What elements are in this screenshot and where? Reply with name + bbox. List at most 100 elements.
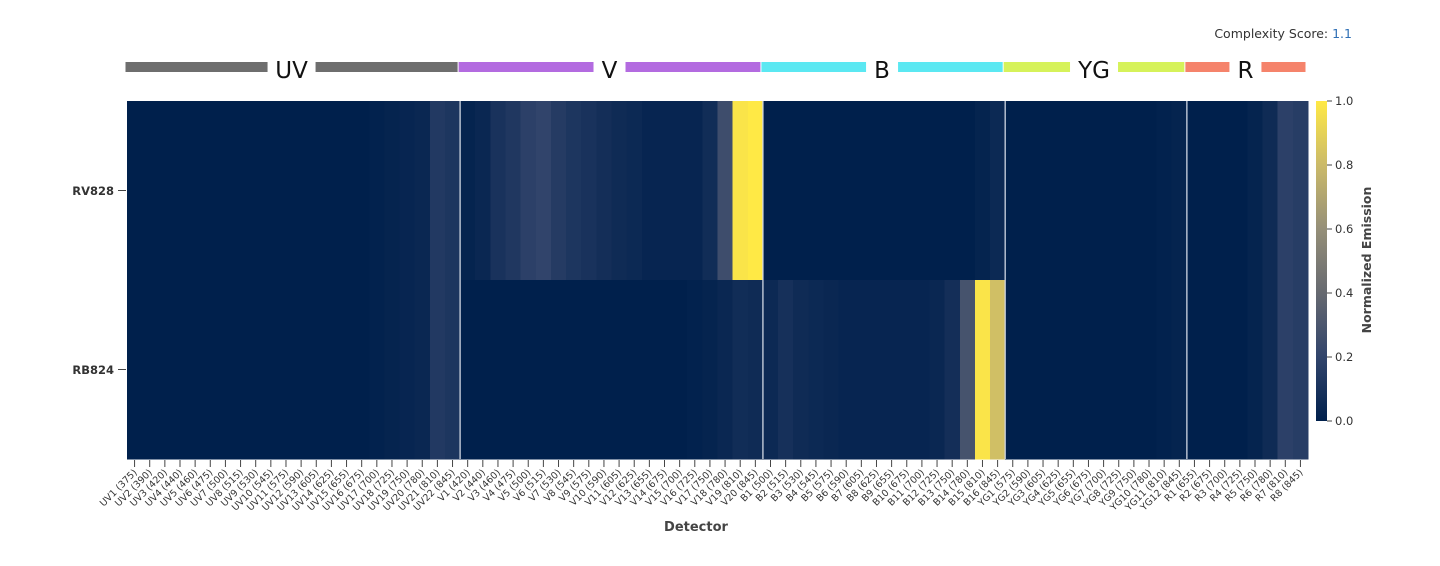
heatmap-cell-rb824-yg8-725 — [1111, 280, 1127, 460]
heatmap-cell-rb824-b14-780 — [959, 280, 976, 460]
heatmap-cell-rv828-yg6-675 — [1080, 101, 1097, 281]
heatmap-cell-rv828-uv7-500 — [217, 101, 234, 281]
heatmap-cell-rb824-yg5-655 — [1065, 280, 1082, 460]
heatmap-cell-rb824-v9-575 — [581, 280, 597, 460]
heatmap-cell-rb824-v12-625 — [626, 280, 643, 460]
heatmap-cell-rv828-yg12-845 — [1171, 101, 1188, 281]
heatmap-cell-rv828-uv12-590 — [293, 101, 310, 281]
heatmap-cell-rv828-yg7-700 — [1096, 101, 1112, 281]
heatmap-cell-rb824-v14-675 — [656, 280, 673, 460]
group-bar-yg-left — [1003, 62, 1071, 72]
heatmap-cell-rv828-uv22-845 — [444, 101, 461, 281]
heatmap-cell-rb824-yg12-845 — [1171, 280, 1188, 460]
heatmap-cell-rv828-uv2-390 — [142, 101, 158, 281]
heatmap-cell-rb824-uv2-390 — [142, 280, 158, 460]
heatmap-cell-rb824-yg10-780 — [1141, 280, 1158, 460]
heatmap-cell-rv828-v4-475 — [505, 101, 522, 281]
heatmap-cell-rb824-r7-810 — [1277, 280, 1294, 460]
heatmap-cell-rb824-uv1-375 — [127, 280, 143, 460]
heatmap-cell-rv828-b6-590 — [838, 101, 855, 281]
heatmap-cell-rb824-uv5-460 — [187, 280, 204, 460]
heatmap-cell-rv828-uv20-780 — [414, 101, 431, 281]
heatmap-cell-rv828-r6-780 — [1262, 101, 1279, 281]
heatmap-cell-rb824-b9-655 — [884, 280, 900, 460]
group-bar-v-left — [458, 62, 594, 72]
heatmap-cell-rv828-r5-750 — [1247, 101, 1264, 281]
heatmap-cell-rb824-uv18-725 — [384, 280, 401, 460]
heatmap-cell-rv828-uv17-700 — [369, 101, 385, 281]
heatmap-cell-rv828-b5-575 — [823, 101, 840, 281]
complexity-score-label: Complexity Score: — [1214, 26, 1329, 41]
heatmap-cell-rb824-uv22-845 — [444, 280, 461, 460]
heatmap-cell-rv828-uv8-515 — [232, 101, 249, 281]
heatmap-cell-rv828-r8-845 — [1292, 101, 1309, 281]
heatmap-cell-rv828-v6-515 — [535, 101, 552, 281]
heatmap-cell-rv828-yg4-625 — [1050, 101, 1067, 281]
heatmap-cell-rb824-v11-605 — [611, 280, 628, 460]
heatmap-cell-rb824-v6-515 — [535, 280, 552, 460]
heatmap-cell-rb824-v10-590 — [596, 280, 613, 460]
heatmap-cell-rb824-b10-675 — [899, 280, 915, 460]
colorbar: 0.0 0.2 0.4 0.6 0.8 1.0 — [1316, 94, 1353, 428]
group-label-yg: YG — [1077, 58, 1110, 84]
group-bar-uv-left — [125, 62, 268, 72]
heatmap-cell-rb824-v16-725 — [687, 280, 703, 460]
y-tick-label-rb824: RB824 — [72, 363, 114, 377]
heatmap-cell-rv828-yg5-655 — [1065, 101, 1082, 281]
colorbar-title: Normalized Emission — [1359, 187, 1374, 334]
heatmap-cell-rb824-b2-515 — [778, 280, 794, 460]
heatmap-cell-rv828-uv21-810 — [429, 101, 446, 281]
heatmap-cell-rb824-yg11-810 — [1156, 280, 1173, 460]
heatmap-cell-rv828-b16-845 — [990, 101, 1006, 281]
heatmap-cell-rb824-b13-750 — [944, 280, 961, 460]
heatmap-cell-rb824-yg7-700 — [1096, 280, 1112, 460]
heatmap-cell-rb824-v18-780 — [717, 280, 734, 460]
heatmap-cell-rb824-r6-780 — [1262, 280, 1279, 460]
heatmap-cell-rb824-v5-500 — [520, 280, 537, 460]
heatmap-cell-rb824-v8-545 — [566, 280, 582, 460]
heatmap-cell-rb824-v4-475 — [505, 280, 522, 460]
heatmap-cell-rv828-uv13-605 — [308, 101, 325, 281]
heatmap-cell-rb824-v17-750 — [702, 280, 719, 460]
heatmap-cell-rv828-r1-655 — [1186, 101, 1203, 281]
heatmap-cell-rv828-uv4-440 — [172, 101, 189, 281]
heatmap-cell-rb824-r3-700 — [1217, 280, 1233, 460]
heatmap-cell-rv828-v14-675 — [656, 101, 673, 281]
heatmap-cell-rb824-b7-605 — [853, 280, 870, 460]
heatmap-cell-rv828-uv15-655 — [338, 101, 355, 281]
heatmap-cell-rb824-uv3-420 — [157, 280, 174, 460]
heatmap-cell-rv828-b14-780 — [959, 101, 976, 281]
heatmap-cell-rv828-yg8-725 — [1111, 101, 1127, 281]
heatmap-cell-rv828-yg3-605 — [1035, 101, 1052, 281]
heatmap-cell-rb824-v1-420 — [460, 280, 476, 460]
heatmap-cell-rv828-uv1-375 — [127, 101, 143, 281]
heatmap-cell-rb824-b5-575 — [823, 280, 840, 460]
heatmap-cell-rb824-b16-845 — [990, 280, 1006, 460]
heatmap-cell-rb824-yg9-750 — [1126, 280, 1143, 460]
colorbar-gradient — [1316, 101, 1327, 421]
group-bar-b-right — [898, 62, 1003, 72]
heatmap-cell-rv828-yg11-810 — [1156, 101, 1173, 281]
heatmap-cell-rv828-v5-500 — [520, 101, 537, 281]
heatmap-cell-rb824-uv8-515 — [232, 280, 249, 460]
heatmap-cell-rv828-b11-700 — [914, 101, 931, 281]
group-bar-b-left — [761, 62, 867, 72]
heatmap-cell-rv828-uv16-675 — [354, 101, 370, 281]
complexity-score: Complexity Score: 1.1 — [1214, 26, 1352, 41]
heatmap-cell-rb824-uv13-605 — [308, 280, 325, 460]
heatmap-cell-rb824-yg1-575 — [1005, 280, 1021, 460]
heatmap-cell-rb824-uv19-750 — [399, 280, 416, 460]
heatmap-cell-rv828-uv3-420 — [157, 101, 174, 281]
heatmap-cell-rb824-b15-810 — [974, 280, 991, 460]
heatmap-cell-rv828-yg2-590 — [1020, 101, 1037, 281]
heatmap-cell-rv828-uv19-750 — [399, 101, 416, 281]
heatmap-cell-rb824-yg3-605 — [1035, 280, 1052, 460]
heatmap-cell-rv828-r2-675 — [1202, 101, 1218, 281]
group-bar-r-left — [1185, 62, 1230, 72]
heatmap-cell-rb824-uv6-475 — [202, 280, 219, 460]
colorbar-tick-label-1-0: 1.0 — [1335, 94, 1353, 108]
heatmap-cell-rv828-v20-845 — [747, 101, 764, 281]
colorbar-tick-label-0-2: 0.2 — [1335, 350, 1353, 364]
heatmap-cell-rb824-b12-725 — [929, 280, 946, 460]
heatmap-cell-rv828-b7-605 — [853, 101, 870, 281]
